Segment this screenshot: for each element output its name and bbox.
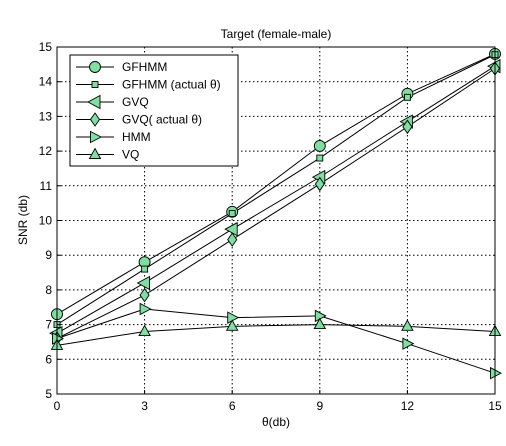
x-tick-label: 9: [316, 399, 323, 413]
data-point-hmm: [402, 337, 415, 350]
legend-box: [69, 54, 239, 167]
data-point-vq: [313, 317, 327, 330]
data-point-vq: [138, 324, 151, 336]
y-tick-label: 8: [45, 283, 52, 297]
legend-label: GVQ( actual θ): [122, 113, 202, 127]
x-tick-label: 15: [488, 399, 502, 413]
legend-label: GFHMM: [122, 60, 167, 74]
y-tick-label: 15: [39, 40, 53, 54]
data-point-gfhmm: [313, 139, 326, 152]
data-point-vq: [401, 319, 414, 331]
y-tick-label: 6: [45, 352, 52, 366]
x-tick-label: 12: [401, 399, 415, 413]
x-axis-ticks: 0 3 6 9 12 15: [54, 390, 502, 413]
legend: GFHMM GFHMM (actual θ) GVQ GVQ( actual θ) HM…: [69, 54, 239, 167]
legend-marker: [91, 81, 99, 88]
y-axis-ticks: 5 6 7 8 9 10 11 12 13 14 15: [39, 40, 61, 401]
series-line-hmm: [56, 308, 496, 374]
data-point-gfhmm-actual: [141, 265, 149, 273]
y-tick-label: 10: [39, 214, 53, 228]
data-point-hmm: [227, 311, 240, 324]
y-tick-label: 13: [39, 109, 53, 123]
legend-label: GFHMM (actual θ): [122, 78, 221, 92]
legend-marker: [87, 94, 101, 110]
series-lines: [56, 53, 496, 374]
data-point-gfhmm-actual: [403, 93, 411, 101]
data-point-gfhmm-actual: [316, 154, 324, 162]
y-tick-label: 5: [45, 387, 52, 401]
x-axis-label: θ(db): [262, 415, 290, 429]
legend-label: VQ: [122, 148, 139, 162]
series-line-gfhmm: [56, 53, 496, 315]
y-tick-label: 14: [39, 75, 53, 89]
data-point-vq: [225, 319, 239, 331]
chart-title: Target (female-male): [221, 27, 332, 41]
data-point-gvq-actual: [402, 119, 413, 135]
y-tick-label: 12: [39, 144, 53, 158]
y-axis-label: SNR (db): [16, 195, 30, 245]
x-tick-label: 0: [54, 399, 61, 413]
y-tick-label: 9: [45, 248, 52, 262]
data-point-hmm: [139, 302, 152, 316]
series-line-gvq: [56, 65, 496, 334]
legend-label: GVQ: [122, 95, 149, 109]
series-line-gvq-actual: [56, 68, 496, 339]
legend-label: HMM: [122, 130, 151, 144]
legend-marker: [90, 130, 102, 144]
data-point-gvq: [224, 221, 238, 237]
x-tick-label: 3: [141, 399, 148, 413]
data-point-gvq-actual: [314, 176, 325, 192]
data-point-hmm: [314, 309, 327, 323]
series-markers: [49, 47, 502, 380]
series-line-gfhmm-actual: [56, 54, 496, 326]
data-point-hmm: [490, 366, 502, 380]
legend-marker: [89, 112, 101, 127]
legend-marker: [89, 61, 101, 73]
data-point-gfhmm-actual: [228, 210, 236, 218]
data-point-gvq: [136, 275, 151, 291]
y-tick-label: 7: [45, 318, 52, 332]
x-tick-label: 6: [229, 399, 236, 413]
series-line-vq: [56, 324, 496, 346]
legend-marker: [88, 147, 102, 159]
data-point-gvq-actual: [227, 232, 238, 247]
data-point-gvq-actual: [139, 287, 150, 303]
y-tick-label: 11: [40, 179, 53, 193]
